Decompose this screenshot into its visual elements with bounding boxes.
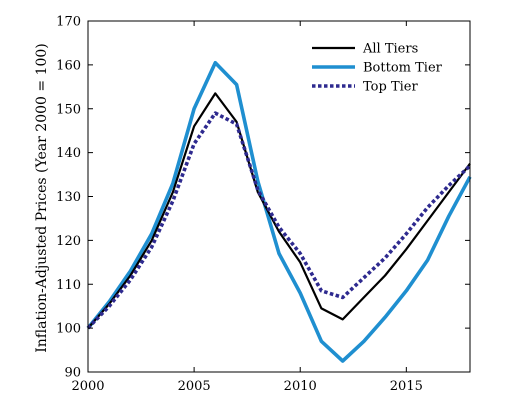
series-line-top-tier — [86, 111, 472, 330]
y-tick-label: 160 — [56, 58, 81, 73]
y-tick-label: 110 — [56, 278, 81, 293]
series-line-bottom-tier — [86, 60, 472, 363]
y-tick-label: 130 — [56, 190, 81, 205]
ticks-layer: 90 100 110 120 130 140 150 160 170 2000 2005 2010 20… — [56, 15, 470, 394]
series-layer — [86, 60, 472, 363]
legend-label-bottom-tier: Bottom Tier — [363, 61, 443, 76]
series-line-all-tiers — [87, 92, 471, 329]
x-tick-label: 2000 — [71, 379, 104, 394]
y-tick-label: 90 — [64, 366, 81, 381]
y-tick-label: 170 — [56, 15, 81, 30]
y-tick-label: 100 — [56, 322, 81, 337]
x-tick-label: 2005 — [178, 379, 211, 394]
legend-label-top-tier: Top Tier — [363, 80, 418, 95]
y-tick-label: 140 — [56, 146, 81, 161]
y-axis-title: Inflation-Adjusted Prices (Year 2000 = 1… — [34, 43, 50, 353]
x-tick-label: 2010 — [284, 379, 317, 394]
x-tick-label: 2015 — [390, 379, 423, 394]
legend-label-all-tiers: All Tiers — [362, 42, 418, 57]
y-tick-label: 120 — [56, 234, 81, 249]
y-tick-label: 150 — [56, 102, 81, 117]
legend: All Tiers Bottom Tier Top Tier — [312, 42, 443, 95]
